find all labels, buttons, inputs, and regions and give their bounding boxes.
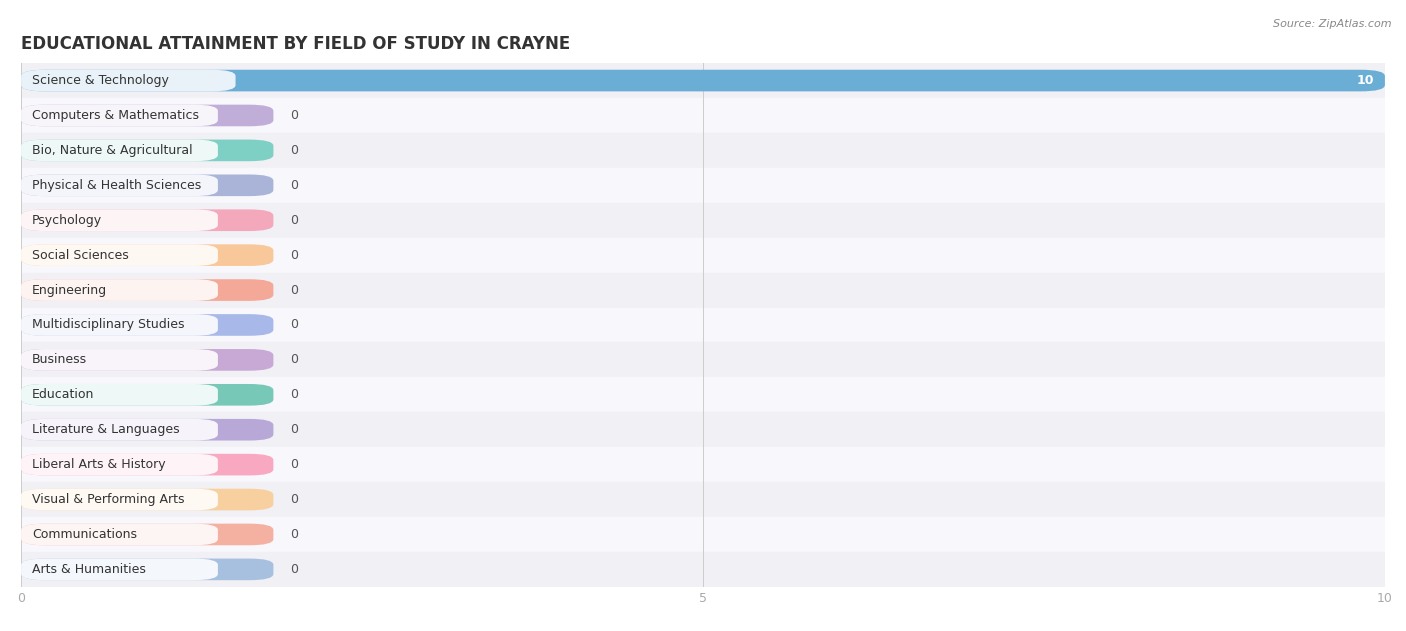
Text: Physical & Health Sciences: Physical & Health Sciences — [32, 179, 201, 192]
Text: Education: Education — [32, 388, 94, 401]
FancyBboxPatch shape — [21, 209, 273, 231]
Bar — [21, 133, 1385, 168]
Bar — [21, 552, 1385, 587]
FancyBboxPatch shape — [21, 280, 273, 301]
FancyBboxPatch shape — [21, 419, 273, 440]
Text: 0: 0 — [290, 319, 298, 331]
FancyBboxPatch shape — [21, 349, 218, 370]
FancyBboxPatch shape — [21, 524, 218, 545]
FancyBboxPatch shape — [21, 349, 273, 370]
Text: Visual & Performing Arts: Visual & Performing Arts — [32, 493, 184, 506]
Bar — [21, 377, 1385, 412]
Text: Computers & Mathematics: Computers & Mathematics — [32, 109, 200, 122]
Text: Source: ZipAtlas.com: Source: ZipAtlas.com — [1274, 19, 1392, 29]
Text: Literature & Languages: Literature & Languages — [32, 423, 180, 436]
FancyBboxPatch shape — [21, 139, 273, 161]
Bar — [21, 517, 1385, 552]
Text: 10: 10 — [1357, 74, 1374, 87]
Bar — [21, 482, 1385, 517]
FancyBboxPatch shape — [21, 558, 218, 580]
Text: 0: 0 — [290, 179, 298, 192]
FancyBboxPatch shape — [21, 558, 273, 580]
Text: 0: 0 — [290, 353, 298, 367]
Bar — [21, 168, 1385, 203]
Text: Arts & Humanities: Arts & Humanities — [32, 563, 146, 576]
Bar — [21, 447, 1385, 482]
Bar — [21, 343, 1385, 377]
Bar — [21, 307, 1385, 343]
Text: Bio, Nature & Agricultural: Bio, Nature & Agricultural — [32, 144, 193, 157]
Text: EDUCATIONAL ATTAINMENT BY FIELD OF STUDY IN CRAYNE: EDUCATIONAL ATTAINMENT BY FIELD OF STUDY… — [21, 35, 571, 53]
Text: Social Sciences: Social Sciences — [32, 249, 129, 262]
FancyBboxPatch shape — [21, 209, 218, 231]
FancyBboxPatch shape — [21, 314, 218, 336]
FancyBboxPatch shape — [21, 489, 273, 510]
Text: 0: 0 — [290, 493, 298, 506]
FancyBboxPatch shape — [21, 70, 236, 91]
Text: 0: 0 — [290, 423, 298, 436]
FancyBboxPatch shape — [21, 280, 218, 301]
FancyBboxPatch shape — [21, 244, 273, 266]
Text: Psychology: Psychology — [32, 214, 103, 227]
FancyBboxPatch shape — [21, 70, 1385, 91]
Bar — [21, 238, 1385, 273]
Bar — [21, 412, 1385, 447]
FancyBboxPatch shape — [21, 419, 218, 440]
Text: Communications: Communications — [32, 528, 136, 541]
FancyBboxPatch shape — [21, 105, 273, 126]
Bar — [21, 98, 1385, 133]
Text: Science & Technology: Science & Technology — [32, 74, 169, 87]
FancyBboxPatch shape — [21, 384, 218, 406]
FancyBboxPatch shape — [21, 524, 273, 545]
FancyBboxPatch shape — [21, 175, 218, 196]
FancyBboxPatch shape — [21, 489, 218, 510]
Text: 0: 0 — [290, 458, 298, 471]
Text: Engineering: Engineering — [32, 283, 107, 297]
Bar — [21, 273, 1385, 307]
Text: 0: 0 — [290, 144, 298, 157]
Text: 0: 0 — [290, 563, 298, 576]
FancyBboxPatch shape — [21, 384, 273, 406]
FancyBboxPatch shape — [21, 314, 273, 336]
Text: 0: 0 — [290, 109, 298, 122]
Bar — [21, 203, 1385, 238]
FancyBboxPatch shape — [21, 454, 273, 475]
Text: 0: 0 — [290, 214, 298, 227]
Text: Liberal Arts & History: Liberal Arts & History — [32, 458, 166, 471]
Text: 0: 0 — [290, 249, 298, 262]
Bar — [21, 63, 1385, 98]
Text: Multidisciplinary Studies: Multidisciplinary Studies — [32, 319, 184, 331]
Text: 0: 0 — [290, 388, 298, 401]
Text: 0: 0 — [290, 283, 298, 297]
FancyBboxPatch shape — [21, 454, 218, 475]
FancyBboxPatch shape — [21, 105, 218, 126]
Text: 0: 0 — [290, 528, 298, 541]
Text: Business: Business — [32, 353, 87, 367]
FancyBboxPatch shape — [21, 175, 273, 196]
FancyBboxPatch shape — [21, 139, 218, 161]
FancyBboxPatch shape — [21, 244, 218, 266]
